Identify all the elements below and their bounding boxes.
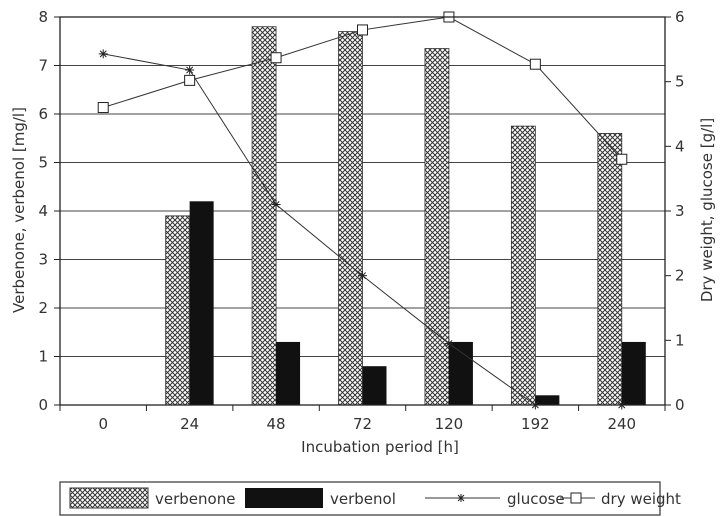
left-tick-label-6: 6 <box>38 105 48 123</box>
right-tick-label-3: 3 <box>675 202 685 220</box>
left-axis-title: Verbenone, verbenol [mg/l] <box>10 107 28 313</box>
left-tick-label-3: 3 <box>38 251 48 269</box>
right-axis-ticks: 0 1 2 3 4 5 6 <box>665 8 685 414</box>
bar-verbenol-240 <box>621 341 646 405</box>
legend-marker-glucose <box>457 494 465 502</box>
left-tick-label-7: 7 <box>38 57 48 75</box>
legend-marker-dry-weight <box>570 492 582 504</box>
x-axis-title: Incubation period [h] <box>301 438 459 456</box>
right-tick-label-2: 2 <box>675 267 685 285</box>
left-axis-ticks: 0 1 2 3 4 5 6 7 8 <box>38 8 60 414</box>
point-glucose-72 <box>358 271 367 281</box>
left-tick-label-4: 4 <box>38 202 48 220</box>
left-tick-label-0: 0 <box>38 396 48 414</box>
bar-verbenol-48 <box>276 341 301 405</box>
point-dry-weight-240 <box>616 153 628 165</box>
bar-verbenone-24 <box>165 215 191 406</box>
right-tick-label-0: 0 <box>675 396 685 414</box>
left-tick-label-2: 2 <box>38 299 48 317</box>
point-dry-weight-192 <box>529 58 541 70</box>
x-tick-label-240: 240 <box>607 415 636 433</box>
right-tick-label-1: 1 <box>675 331 685 349</box>
point-dry-weight-0 <box>97 102 109 114</box>
point-dry-weight-24 <box>184 74 196 86</box>
right-axis-title: Dry weight, glucose [g/l] <box>698 118 716 302</box>
bar-verbenone-72 <box>338 31 363 406</box>
x-tick-label-192: 192 <box>521 415 550 433</box>
left-tick-label-8: 8 <box>38 8 48 26</box>
bar-verbenol-24 <box>189 201 214 405</box>
legend-label-verbenol: verbenol <box>330 490 396 508</box>
bar-verbenol-72 <box>362 366 387 405</box>
legend: verbenone verbenol glucose dry weight <box>59 481 681 516</box>
x-tick-label-120: 120 <box>435 415 464 433</box>
x-tick-label-0: 0 <box>98 415 108 433</box>
bar-verbenone-240 <box>597 132 623 406</box>
point-dry-weight-48 <box>270 52 282 64</box>
legend-swatch-verbenol <box>245 488 323 508</box>
right-tick-label-5: 5 <box>675 73 685 91</box>
right-tick-label-4: 4 <box>675 137 685 155</box>
left-tick-label-5: 5 <box>38 154 48 172</box>
bar-verbenone-48 <box>251 26 277 406</box>
bar-verbenol-120 <box>448 341 473 405</box>
x-axis-ticks: 0 24 48 72 120 192 240 <box>59 405 666 433</box>
point-dry-weight-72 <box>357 24 368 36</box>
bar-verbenone-192 <box>510 125 536 406</box>
bars <box>165 26 646 406</box>
x-tick-label-72: 72 <box>353 415 372 433</box>
x-tick-label-48: 48 <box>267 415 286 433</box>
point-glucose-120 <box>444 339 454 349</box>
point-glucose-0 <box>98 49 108 59</box>
legend-swatch-verbenone <box>69 487 149 509</box>
legend-label-dry-weight: dry weight <box>601 490 681 508</box>
bar-verbenol-192 <box>535 395 560 405</box>
legend-frame <box>59 481 661 516</box>
right-tick-label-6: 6 <box>675 8 685 26</box>
point-glucose-24 <box>185 65 195 75</box>
legend-label-verbenone: verbenone <box>155 490 235 508</box>
point-glucose-48 <box>271 200 281 210</box>
left-tick-label-1: 1 <box>38 348 48 366</box>
x-tick-label-24: 24 <box>180 415 199 433</box>
bar-verbenone-120 <box>424 48 450 406</box>
legend-label-glucose: glucose <box>507 490 565 508</box>
